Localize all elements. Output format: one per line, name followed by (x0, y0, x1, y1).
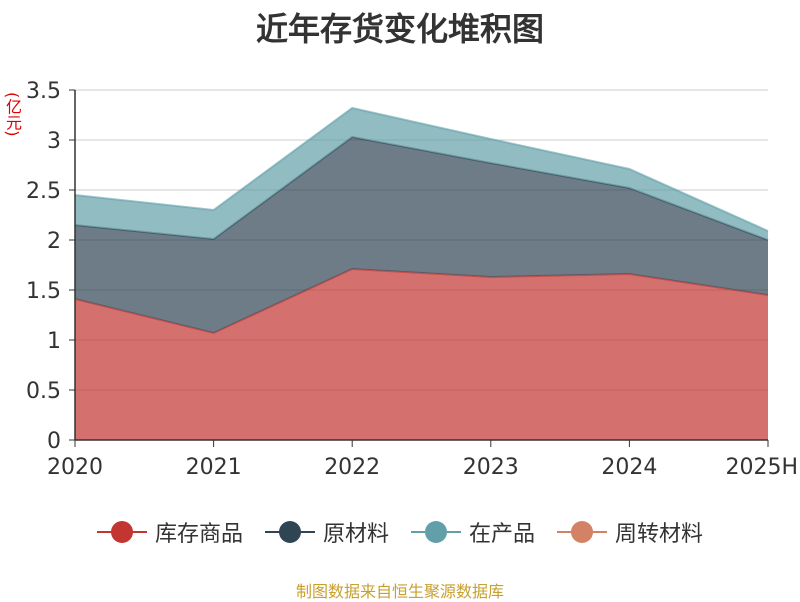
y-tick-label: 0.5 (26, 379, 61, 404)
x-tick-label: 2022 (324, 455, 380, 480)
legend-item-0[interactable]: 库存商品 (96, 516, 243, 548)
legend-swatch (96, 521, 147, 543)
y-tick-label: 0 (47, 429, 61, 454)
y-axis-unit-label: (亿元) (3, 92, 22, 137)
legend-label: 原材料 (322, 522, 389, 547)
x-tick-label: 2020 (47, 455, 103, 480)
x-tick-label: 2023 (463, 455, 519, 480)
legend-item-1[interactable]: 原材料 (264, 516, 389, 548)
legend-label: 库存商品 (154, 522, 243, 547)
area-1 (75, 137, 768, 333)
area-line-2 (74, 106, 769, 232)
x-tick-label: 2024 (601, 455, 657, 480)
legend-swatch (264, 521, 315, 543)
x-tick-label: 2021 (186, 455, 242, 480)
y-tick-label: 1.5 (26, 279, 61, 304)
chart-title: 近年存货变化堆积图 (255, 10, 544, 48)
source-note: 制图数据来自恒生聚源数据库 (295, 582, 504, 601)
legend-label: 在产品 (469, 522, 536, 547)
legend-item-3[interactable]: 周转材料 (557, 516, 703, 548)
area-0 (75, 269, 768, 440)
y-tick-label: 3.5 (26, 79, 61, 104)
area-2 (75, 108, 768, 240)
legend-swatch (411, 521, 461, 543)
legend: 库存商品 原材料 在产品 周转材料 (0, 516, 800, 548)
area-series (74, 106, 769, 440)
axes: 0 0.5 1 1.5 2 2.5 3 3.5 2020 2021 2022 2023 2024 2025… (26, 79, 798, 480)
legend-item-2[interactable]: 在产品 (411, 516, 535, 548)
y-tick-label: 3 (47, 129, 61, 154)
y-tick-label: 2.5 (26, 179, 61, 204)
legend-swatch (557, 521, 608, 543)
y-tick-label: 1 (47, 329, 61, 354)
x-tick-label: 2025H (725, 455, 798, 480)
legend-label: 周转材料 (615, 522, 704, 547)
y-tick-label: 2 (47, 229, 61, 254)
